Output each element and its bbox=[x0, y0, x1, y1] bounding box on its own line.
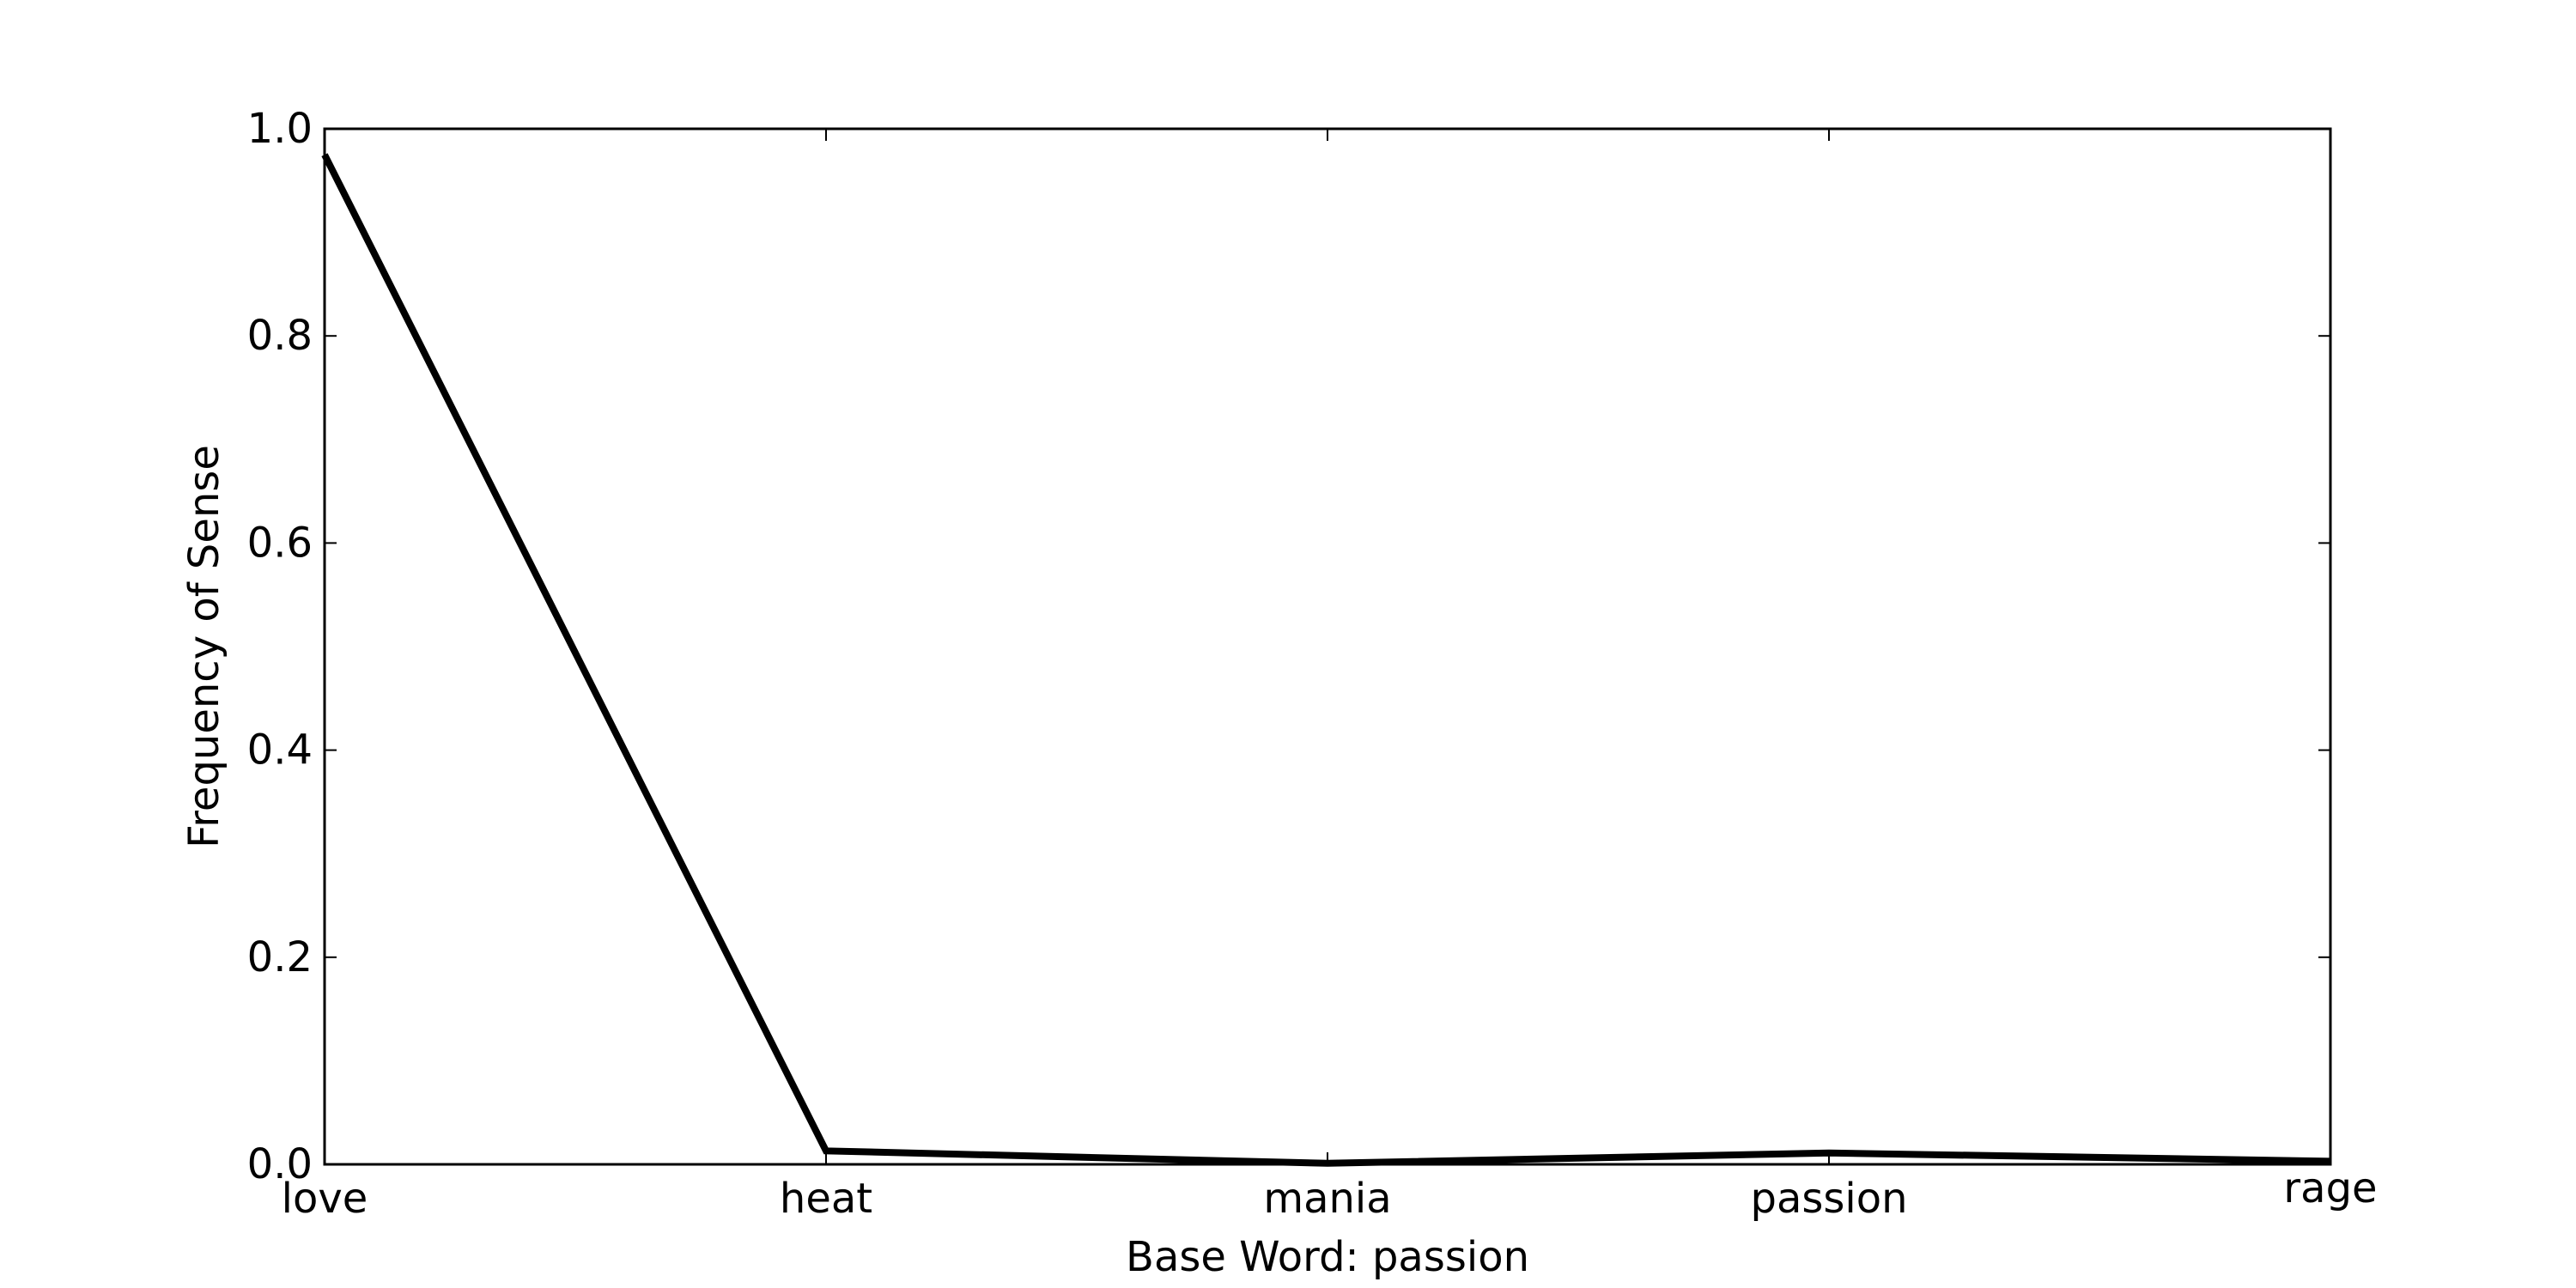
y-tick-label: 0.6 bbox=[247, 519, 313, 567]
x-tick-label: mania bbox=[1263, 1175, 1391, 1223]
x-tick-label: heat bbox=[780, 1175, 872, 1223]
y-tick-label: 0.8 bbox=[247, 312, 313, 360]
x-tick-label: passion bbox=[1750, 1175, 1907, 1223]
y-axis-label: Frequency of Sense bbox=[180, 445, 228, 848]
y-tick-label: 1.0 bbox=[247, 105, 313, 153]
x-axis-label: Base Word: passion bbox=[1126, 1233, 1529, 1281]
x-tick-label: rage bbox=[2283, 1164, 2377, 1212]
y-axis-ticks: 0.0 0.2 0.4 0.6 0.8 1.0 bbox=[247, 105, 2330, 1188]
y-tick-label: 0.4 bbox=[247, 726, 313, 775]
y-tick-label: 0.0 bbox=[247, 1140, 313, 1188]
x-axis-ticks: love heat mania passion rage bbox=[282, 129, 2378, 1223]
plot-frame bbox=[323, 127, 2332, 1166]
x-tick-label: love bbox=[282, 1175, 368, 1223]
plot-area bbox=[325, 129, 2330, 1164]
y-tick-label: 0.2 bbox=[247, 933, 313, 981]
